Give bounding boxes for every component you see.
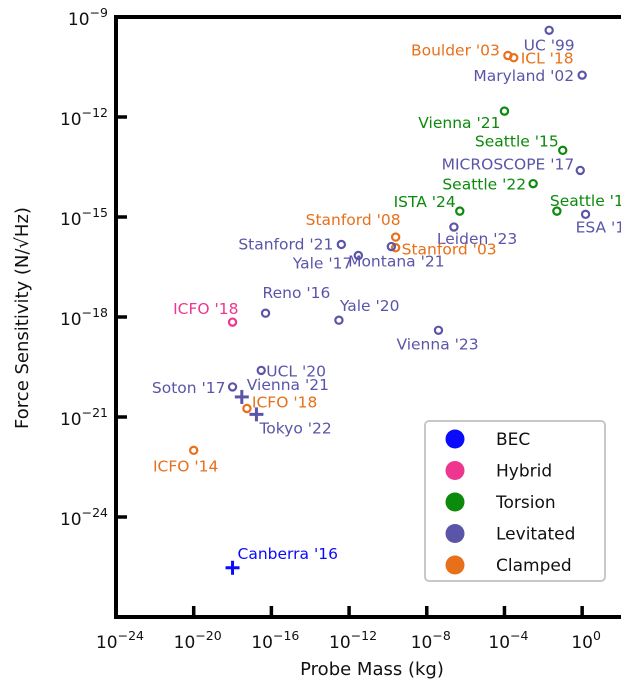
data-point-plus xyxy=(249,407,264,422)
data-point-label: Seattle '15 xyxy=(475,132,559,150)
data-point xyxy=(227,382,238,392)
data-point-label: ICL '18 xyxy=(521,50,574,68)
data-point xyxy=(552,206,562,216)
data-point-label: Vienna '21 xyxy=(247,376,329,394)
data-point xyxy=(336,239,347,250)
data-point-label: Soton '17 xyxy=(152,379,226,397)
legend: BEC Hybrid Torsion Levitated Clamped xyxy=(424,420,606,582)
data-point xyxy=(227,317,238,327)
data-point-label: ESA '16 xyxy=(576,218,621,236)
data-point-label: Stanford '21 xyxy=(238,235,333,253)
data-point-label: Maryland '02 xyxy=(473,67,574,85)
data-point-label: ICFO '18 xyxy=(252,393,317,411)
data-point xyxy=(256,365,266,376)
data-point xyxy=(528,178,538,189)
data-point-label: ISTA '24 xyxy=(394,193,456,211)
data-point-label: Stanford '03 xyxy=(402,241,497,259)
y-tick-label: 10−24 xyxy=(60,505,108,530)
data-point-label: Canberra '16 xyxy=(238,545,338,563)
legend-label: Levitated xyxy=(496,525,575,545)
data-point-plus xyxy=(225,560,240,575)
x-tick-label: 10−20 xyxy=(174,628,222,653)
data-point-plus xyxy=(234,389,249,404)
points-layer xyxy=(188,25,591,575)
data-point-label: ICFO '14 xyxy=(153,457,218,475)
data-point xyxy=(386,241,397,252)
data-point xyxy=(242,403,252,414)
data-point xyxy=(353,250,364,261)
y-tick-label: 10−15 xyxy=(60,205,108,230)
data-point-label: MICROSCOPE '17 xyxy=(442,155,575,173)
y-axis-title: Force Sensitivity (N/√Hz) xyxy=(12,207,33,429)
data-point xyxy=(188,445,199,456)
x-axis-title: Probe Mass (kg) xyxy=(300,659,444,680)
data-point xyxy=(580,209,591,220)
data-point-label: Yale '20 xyxy=(339,297,400,315)
y-tick-label: 10−21 xyxy=(60,405,108,430)
data-point-label: Stanford '08 xyxy=(306,211,401,229)
data-point xyxy=(575,165,585,176)
y-tick-label: 10−9 xyxy=(68,5,108,30)
data-point xyxy=(577,70,587,80)
data-point xyxy=(558,145,568,156)
data-point-label: UC '99 xyxy=(524,36,575,54)
data-point xyxy=(499,106,510,116)
data-point-label: Seattle '12 xyxy=(550,192,621,210)
data-point-label: Tokyo '22 xyxy=(258,419,331,437)
data-point-label: ICFO '18 xyxy=(173,300,238,318)
legend-label: Torsion xyxy=(495,493,556,513)
data-point xyxy=(449,222,459,232)
x-tick-label: 10−16 xyxy=(251,628,299,653)
legend-marker xyxy=(445,555,465,575)
data-point-label: Seattle '22 xyxy=(442,176,526,194)
legend-marker xyxy=(445,492,465,512)
x-tick-label: 100 xyxy=(571,628,601,653)
data-point xyxy=(509,53,519,63)
data-point-label: Montana '21 xyxy=(348,253,445,271)
data-point-label: Yale '17 xyxy=(292,254,353,272)
legend-marker xyxy=(445,524,465,543)
data-point-label: Reno '16 xyxy=(263,284,331,302)
data-point xyxy=(433,325,444,335)
legend-marker xyxy=(445,461,465,480)
data-point xyxy=(455,206,465,216)
legend-marker xyxy=(445,429,465,449)
legend-label: BEC xyxy=(496,430,530,450)
data-point-label: Vienna '21 xyxy=(418,114,500,132)
data-point-label: Leiden '23 xyxy=(437,230,517,248)
x-tick-label: 10−8 xyxy=(411,628,451,653)
data-point xyxy=(544,25,554,35)
legend-label: Clamped xyxy=(496,556,572,576)
x-tick-label: 10−4 xyxy=(488,628,528,653)
x-tick-label: 10−24 xyxy=(96,628,144,653)
data-point-label: Vienna '23 xyxy=(396,335,478,353)
data-point xyxy=(334,315,344,325)
data-point xyxy=(260,308,271,318)
data-point-label: UCL '20 xyxy=(266,362,326,380)
data-point xyxy=(390,232,401,242)
data-point xyxy=(390,242,401,253)
legend-label: Hybrid xyxy=(496,462,552,482)
ticks-layer: 10−24 10−20 10−16 10−12 10−8 10−4 100 10−24 10−2… xyxy=(60,5,601,653)
x-tick-label: 10−12 xyxy=(329,628,377,653)
legend-box xyxy=(424,420,606,582)
data-point-label: Boulder '03 xyxy=(411,41,500,59)
y-tick-label: 10−12 xyxy=(60,105,108,130)
y-tick-label: 10−18 xyxy=(60,305,108,330)
